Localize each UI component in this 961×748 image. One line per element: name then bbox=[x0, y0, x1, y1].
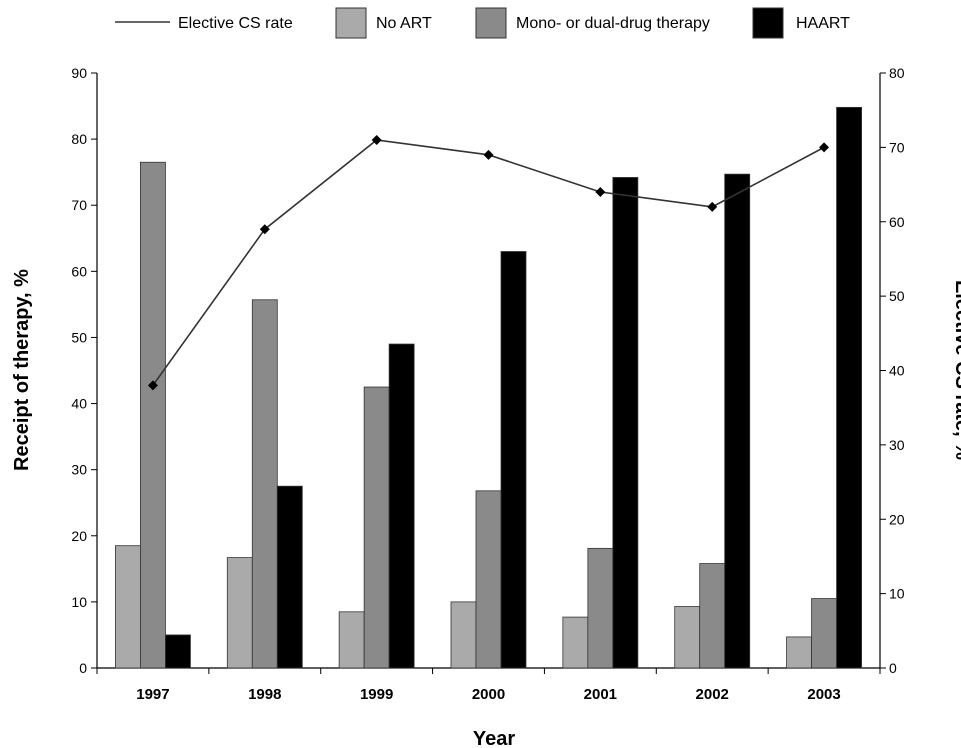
y-tick-left-label: 30 bbox=[71, 462, 87, 478]
legend: Elective CS rate No ART Mono- or dual-dr… bbox=[115, 7, 850, 39]
legend-label-elective-cs-rate: Elective CS rate bbox=[178, 15, 293, 32]
bar-haart-1997 bbox=[165, 634, 191, 669]
bar-no-art-2003 bbox=[786, 636, 812, 669]
y-tick-left-label: 40 bbox=[71, 396, 87, 412]
y-tick-left-label: 70 bbox=[71, 197, 87, 213]
bar-mono-or-dual-drug-therapy-2000 bbox=[475, 490, 502, 669]
bar-mono-or-dual-drug-therapy-2003 bbox=[811, 598, 837, 669]
bar-haart-2001 bbox=[612, 177, 639, 669]
bar-no-art-2001 bbox=[562, 616, 589, 669]
y-tick-left-label: 80 bbox=[71, 131, 87, 147]
bar-haart-1999 bbox=[388, 343, 415, 669]
y-tick-right-label: 0 bbox=[889, 660, 897, 676]
y-tick-right-label: 40 bbox=[889, 363, 905, 379]
line-point-elective-cs-rate-1997 bbox=[147, 380, 158, 391]
bar-no-art-1998 bbox=[226, 557, 253, 669]
bar-no-art-1999 bbox=[338, 611, 365, 669]
y-tick-left-label: 10 bbox=[71, 594, 87, 610]
legend-swatch-haart bbox=[752, 7, 784, 39]
y-tick-right-label: 30 bbox=[889, 437, 905, 453]
bar-haart-2000 bbox=[500, 251, 527, 669]
line-point-elective-cs-rate-2001 bbox=[595, 187, 606, 197]
bar-no-art-2000 bbox=[450, 601, 477, 669]
y-tick-right-label: 20 bbox=[889, 511, 905, 527]
legend-label-haart: HAART bbox=[796, 15, 850, 32]
y-tick-right-label: 70 bbox=[889, 139, 905, 155]
plot-area: 0 10 20 30 40 50 60 70 80 90 0 10 20 30 40 50 60 70 80 1997… bbox=[71, 65, 904, 703]
y-tick-left-label: 0 bbox=[79, 660, 87, 676]
bar-mono-or-dual-drug-therapy-1999 bbox=[363, 386, 390, 669]
y-tick-left-label: 60 bbox=[71, 263, 87, 279]
legend-label-mono-dual: Mono- or dual-drug therapy bbox=[516, 15, 710, 32]
x-tick-label: 2001 bbox=[584, 686, 617, 703]
x-tick-label: 2003 bbox=[807, 686, 840, 703]
x-tick-label: 2002 bbox=[696, 686, 729, 703]
y-tick-right-label: 50 bbox=[889, 288, 905, 304]
y-tick-left-label: 50 bbox=[71, 329, 87, 345]
bar-mono-or-dual-drug-therapy-2001 bbox=[587, 547, 614, 669]
y-tick-left-label: 90 bbox=[71, 65, 87, 81]
bar-no-art-1997 bbox=[115, 545, 141, 669]
legend-label-no-art: No ART bbox=[376, 15, 432, 32]
y-tick-left-label: 20 bbox=[71, 528, 87, 544]
x-tick-label: 1998 bbox=[248, 686, 281, 703]
legend-swatch-no-art bbox=[335, 7, 367, 39]
line-point-elective-cs-rate-2002 bbox=[707, 201, 718, 212]
y-tick-right-label: 80 bbox=[889, 65, 905, 81]
line-point-elective-cs-rate-2003 bbox=[819, 142, 830, 153]
bar-haart-1998 bbox=[276, 485, 303, 669]
x-tick-label: 2000 bbox=[472, 686, 505, 703]
bar-mono-or-dual-drug-therapy-1998 bbox=[251, 299, 278, 669]
bar-no-art-2002 bbox=[674, 606, 701, 669]
line-point-elective-cs-rate-1999 bbox=[371, 134, 382, 145]
bar-haart-2002 bbox=[724, 173, 751, 669]
x-tick-label: 1997 bbox=[136, 686, 169, 703]
line-point-elective-cs-rate-1998 bbox=[259, 224, 270, 235]
x-axis-title: Year bbox=[473, 728, 515, 748]
y-axis-title-right: Elective CS rate, % bbox=[951, 280, 961, 460]
y-tick-right-label: 10 bbox=[889, 586, 905, 602]
y-tick-right-label: 60 bbox=[889, 214, 905, 230]
legend-swatch-mono-dual bbox=[475, 7, 507, 39]
bar-mono-or-dual-drug-therapy-2002 bbox=[699, 563, 726, 669]
bar-haart-2003 bbox=[836, 106, 862, 669]
y-axis-title-left: Receipt of therapy, % bbox=[11, 269, 33, 471]
x-tick-label: 1999 bbox=[360, 686, 393, 703]
line-point-elective-cs-rate-2000 bbox=[483, 149, 494, 160]
bar-mono-or-dual-drug-therapy-1997 bbox=[140, 161, 166, 669]
